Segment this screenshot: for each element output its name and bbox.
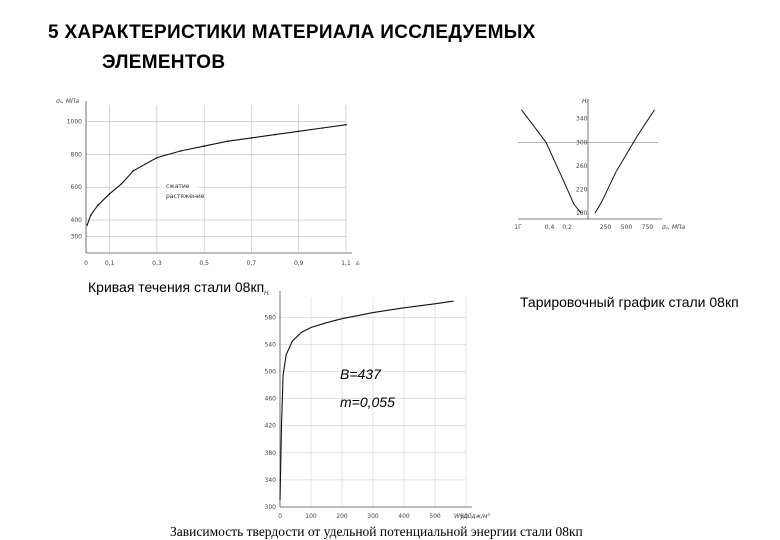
legend-entry-compression: сжатие	[166, 183, 190, 190]
x-tick-label: 750	[642, 224, 654, 231]
y-tick-label: 260	[576, 163, 588, 170]
data-point	[345, 123, 347, 126]
y-tick-label: 380	[265, 450, 277, 457]
x-tick-label: 0	[278, 513, 282, 520]
x-tick-label: 500	[429, 513, 441, 520]
x-tick-label: 250	[600, 224, 612, 231]
x-tick-label: 0,2	[562, 224, 572, 231]
x-tick-label: 0,9	[294, 260, 304, 267]
data-point	[203, 145, 205, 147]
y-tick-label: 800	[71, 151, 83, 158]
y-axis-label: σₛ, МПа	[56, 98, 80, 105]
y-tick-label: 600	[71, 184, 83, 191]
y-tick-label: 420	[265, 423, 277, 430]
hardness-figure: 0 100 200 300 400 500 600 300 340 380 420 460 500 540…	[248, 285, 528, 525]
title-line-1: 5 ХАРАКТЕРИСТИКИ МАТЕРИАЛА ИССЛЕДУЕМЫХ	[48, 22, 536, 43]
calibration-caption: Тарировочный график стали 08кп	[520, 294, 739, 310]
y-axis-label: Hᵢ	[582, 98, 588, 105]
legend-entry-tension: растяжение	[166, 193, 205, 200]
data-point	[250, 137, 253, 139]
y-tick-label: 300	[265, 504, 277, 511]
y-tick-label: 340	[576, 116, 588, 123]
y-tick-label: 220	[576, 187, 588, 194]
title-line-2: ЭЛЕМЕНТОВ	[102, 52, 226, 73]
x-tick-label: 600	[460, 513, 472, 520]
data-point	[179, 150, 182, 152]
y-tick-label: 180	[576, 210, 588, 217]
hardness-chart: 0 100 200 300 400 500 600 300 340 380 420 460 500 540…	[264, 290, 491, 520]
y-tick-label: 1000	[67, 118, 82, 125]
hardness-caption: Зависимость твердости от удельной потенц…	[170, 524, 583, 539]
x-tick-label: 1,1	[341, 260, 351, 267]
data-point	[297, 130, 300, 133]
x-axis-label: Wуд, дж/м³	[454, 513, 491, 520]
flow-curve-figure: 0 0,1 0,3 0,5 0,7 0,9 1,1 300 400 600 800 1000 σₛ, М…	[40, 95, 360, 275]
y-tick-label: 300	[71, 234, 83, 241]
y-tick-label: 340	[265, 477, 277, 484]
annotation-b: B=437	[340, 366, 381, 382]
data-point	[227, 140, 229, 142]
x-tick-label: 100	[305, 513, 317, 520]
page-title: 5 ХАРАКТЕРИСТИКИ МАТЕРИАЛА ИССЛЕДУЕМЫХ Э…	[48, 18, 536, 78]
y-tick-label: 580	[265, 314, 277, 321]
data-point	[97, 204, 99, 207]
calibration-line-right	[594, 109, 655, 214]
x-tick-label: 200	[336, 513, 348, 520]
y-tick-label: 400	[71, 217, 83, 224]
flow-curve-line	[86, 124, 347, 226]
calibration-line-left	[521, 109, 582, 214]
calibration-figure: 340 300 260 220 180 1Г 0,4 0,2 250 500 750 Hᵢ σᵧ, МП…	[508, 95, 708, 245]
x-tick-label: 0,5	[199, 260, 209, 267]
data-point	[89, 214, 92, 216]
x-axis-label: σᵧ, МПа	[662, 224, 686, 231]
data-point	[86, 224, 88, 226]
x-axis-label: εᵢ	[356, 260, 360, 267]
y-tick-label: 460	[265, 396, 277, 403]
data-point	[321, 127, 324, 129]
x-tick-label: 0,3	[152, 260, 162, 267]
y-tick-label: 300	[576, 139, 588, 146]
x-tick-label: 0	[84, 260, 88, 267]
x-tick-label: 300	[367, 513, 379, 520]
data-point	[120, 183, 123, 185]
data-point	[274, 133, 276, 136]
calibration-chart: 340 300 260 220 180 1Г 0,4 0,2 250 500 750 Hᵢ σᵧ, МП…	[514, 98, 686, 231]
legend-box	[160, 180, 198, 202]
x-tick-label: 0,4	[545, 224, 555, 231]
x-tick-label: 1Г	[514, 224, 522, 231]
data-point	[132, 169, 135, 172]
annotation-m: m=0,055	[340, 394, 395, 410]
data-point	[156, 156, 158, 159]
y-tick-label: 500	[265, 369, 277, 376]
x-tick-label: 0,7	[247, 260, 257, 267]
x-tick-label: 500	[621, 224, 633, 231]
y-axis-label: Hᵢ	[264, 290, 270, 297]
hardness-curve-line	[279, 300, 454, 501]
x-tick-label: 400	[398, 513, 410, 520]
flow-curve-caption: Кривая течения стали 08кп	[88, 279, 265, 295]
flow-curve-chart: 0 0,1 0,3 0,5 0,7 0,9 1,1 300 400 600 800 1000 σₛ, М…	[56, 98, 360, 267]
x-tick-label: 0,1	[105, 260, 115, 267]
y-tick-label: 540	[265, 341, 277, 348]
data-point	[108, 193, 111, 195]
